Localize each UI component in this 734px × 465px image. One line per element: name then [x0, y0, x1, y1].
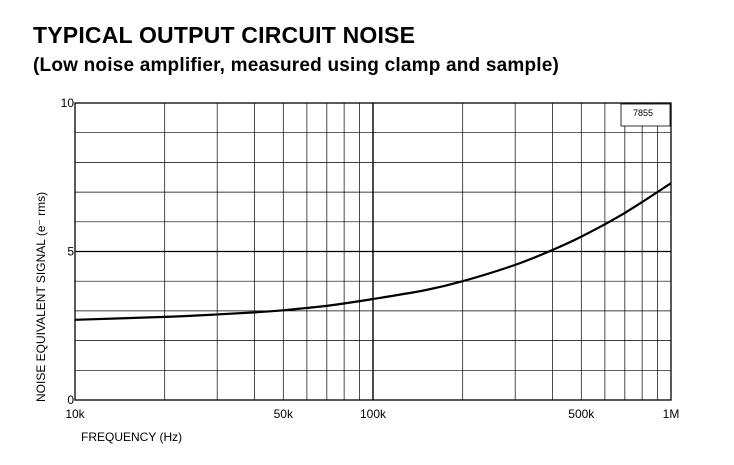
x-tick-label: 100k	[360, 407, 387, 421]
grid-major	[75, 103, 671, 400]
chart-annotation: 7855	[632, 108, 654, 118]
chart-subtitle: (Low noise amplifier, measured using cla…	[33, 55, 560, 76]
x-tick-label: 1M	[663, 407, 680, 421]
annotation-box-rect	[620, 103, 671, 127]
y-axis-title: NOISE EQUIVALENT SIGNAL (e⁻ rms)	[34, 191, 48, 402]
series-line	[74, 182, 672, 321]
plot-frame	[74, 102, 672, 401]
y-tick-label: 5	[67, 245, 74, 259]
x-tick-label: 10k	[65, 407, 85, 421]
x-tick-label: 50k	[274, 407, 294, 421]
series-layer	[74, 182, 672, 321]
x-tick-label: 500k	[568, 407, 595, 421]
y-tick-label: 0	[67, 393, 74, 407]
y-tick-label: 10	[61, 96, 75, 110]
x-tick-labels: 10k 50k 100k 500k 1M	[65, 407, 679, 421]
annotation-box	[620, 103, 671, 127]
y-tick-labels: 0 5 10	[61, 96, 75, 407]
chart-title: TYPICAL OUTPUT CIRCUIT NOISE	[33, 22, 416, 48]
x-axis-title: FREQUENCY (Hz)	[81, 430, 183, 444]
